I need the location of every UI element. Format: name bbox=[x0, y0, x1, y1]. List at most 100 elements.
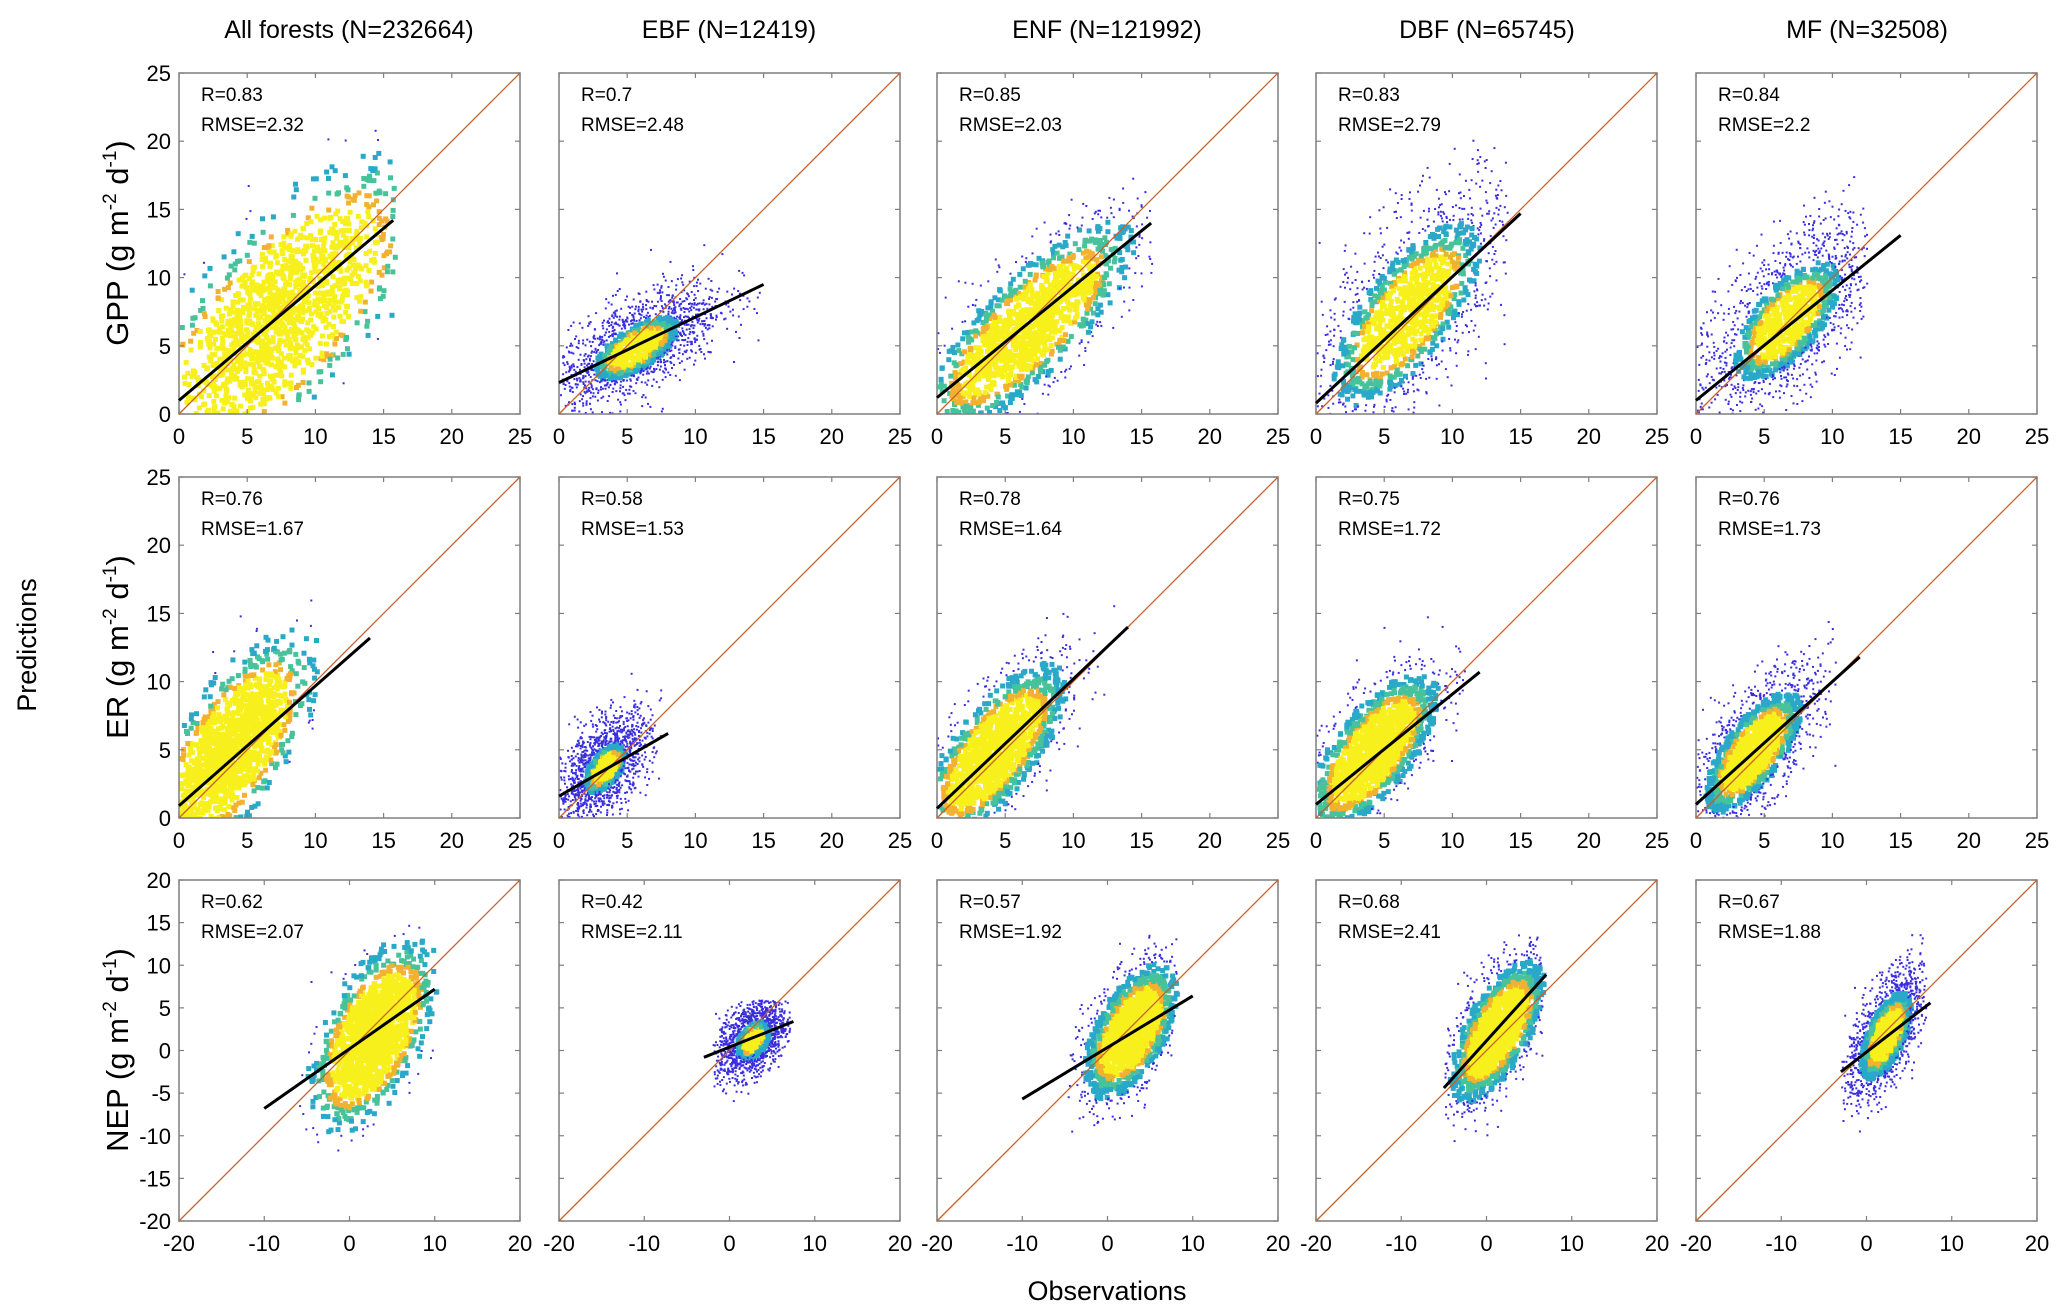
density-point bbox=[984, 405, 990, 411]
stat-r: R=0.83 bbox=[201, 85, 263, 106]
density-point bbox=[306, 388, 312, 394]
density-point bbox=[260, 288, 266, 293]
density-point bbox=[315, 312, 321, 318]
density-point bbox=[1440, 336, 1446, 342]
density-point bbox=[1019, 313, 1025, 319]
density-point bbox=[659, 365, 662, 368]
density-point bbox=[323, 278, 329, 284]
density-point bbox=[266, 383, 272, 389]
density-point bbox=[639, 372, 642, 375]
density-point bbox=[1033, 273, 1039, 279]
density-point bbox=[364, 323, 370, 329]
density-point bbox=[199, 394, 204, 400]
density-point bbox=[211, 341, 217, 347]
density-point bbox=[1406, 231, 1409, 234]
density-point bbox=[1430, 249, 1436, 255]
density-point bbox=[1034, 330, 1039, 335]
density-point bbox=[647, 372, 650, 375]
density-point bbox=[267, 314, 273, 320]
density-point bbox=[1008, 372, 1014, 378]
density-point bbox=[1333, 328, 1336, 331]
density-point bbox=[1377, 319, 1383, 325]
density-point bbox=[667, 313, 670, 315]
density-point bbox=[1407, 290, 1413, 296]
density-point bbox=[1077, 227, 1082, 233]
density-point bbox=[231, 345, 237, 351]
density-point bbox=[1010, 343, 1016, 349]
density-point bbox=[964, 359, 970, 365]
column-title: DBF (N=65745) bbox=[1399, 16, 1575, 44]
density-point bbox=[267, 349, 272, 355]
density-point bbox=[293, 284, 299, 290]
density-point bbox=[1423, 250, 1429, 256]
ylabel-end: ) bbox=[100, 948, 135, 958]
density-point bbox=[182, 374, 187, 380]
density-point bbox=[597, 391, 600, 394]
density-point bbox=[1081, 216, 1084, 219]
density-point bbox=[564, 404, 567, 407]
density-point bbox=[344, 303, 350, 309]
density-point bbox=[622, 324, 625, 327]
density-point bbox=[226, 311, 232, 317]
density-point bbox=[260, 324, 266, 330]
density-point bbox=[281, 234, 287, 240]
density-point bbox=[230, 365, 236, 371]
density-point bbox=[678, 305, 681, 308]
density-point bbox=[586, 371, 589, 374]
density-point bbox=[1459, 262, 1465, 268]
density-point bbox=[1406, 331, 1412, 337]
density-point bbox=[226, 272, 232, 278]
density-point bbox=[259, 251, 265, 257]
density-point bbox=[990, 356, 996, 362]
density-point bbox=[669, 260, 672, 263]
density-point bbox=[987, 280, 990, 283]
density-point bbox=[251, 362, 257, 368]
density-point bbox=[369, 279, 375, 285]
density-point bbox=[1499, 180, 1502, 182]
density-point bbox=[221, 346, 227, 352]
density-point bbox=[685, 349, 688, 352]
density-point bbox=[573, 378, 576, 381]
density-point bbox=[218, 366, 224, 372]
density-point bbox=[239, 283, 245, 289]
density-point bbox=[1046, 258, 1052, 264]
density-point bbox=[1441, 349, 1444, 352]
density-point bbox=[1096, 325, 1099, 327]
density-point bbox=[589, 321, 592, 323]
density-point bbox=[219, 372, 225, 378]
density-point bbox=[1379, 257, 1382, 259]
density-point bbox=[255, 339, 261, 345]
density-point bbox=[268, 318, 274, 323]
density-point bbox=[582, 359, 585, 361]
density-point bbox=[568, 351, 571, 354]
density-point bbox=[706, 328, 709, 331]
density-point bbox=[674, 311, 677, 314]
density-point bbox=[612, 387, 615, 390]
density-point bbox=[1008, 367, 1014, 373]
density-point bbox=[1418, 361, 1424, 367]
density-point bbox=[275, 393, 281, 399]
density-point bbox=[1501, 220, 1504, 223]
density-point bbox=[1427, 358, 1430, 360]
stat-rmse: RMSE=2.48 bbox=[581, 115, 684, 136]
density-point bbox=[1390, 317, 1396, 323]
density-point bbox=[1489, 295, 1492, 298]
density-point bbox=[294, 314, 300, 320]
density-point bbox=[198, 307, 204, 313]
density-point bbox=[261, 368, 267, 374]
ylabel-sup: -2 bbox=[100, 1001, 121, 1018]
density-point bbox=[1391, 340, 1397, 346]
density-point bbox=[1087, 341, 1090, 344]
column-titles: All forests (N=232664) EBF (N=12419) ENF… bbox=[224, 16, 1948, 44]
density-point bbox=[1090, 263, 1096, 269]
density-point bbox=[663, 361, 665, 364]
density-point bbox=[753, 308, 756, 310]
density-point bbox=[596, 380, 599, 383]
density-point bbox=[607, 320, 610, 323]
density-point bbox=[333, 211, 339, 217]
density-point bbox=[273, 372, 279, 378]
density-point bbox=[223, 393, 229, 399]
density-point bbox=[1007, 296, 1013, 302]
density-point bbox=[344, 267, 350, 273]
density-point bbox=[1119, 269, 1125, 275]
